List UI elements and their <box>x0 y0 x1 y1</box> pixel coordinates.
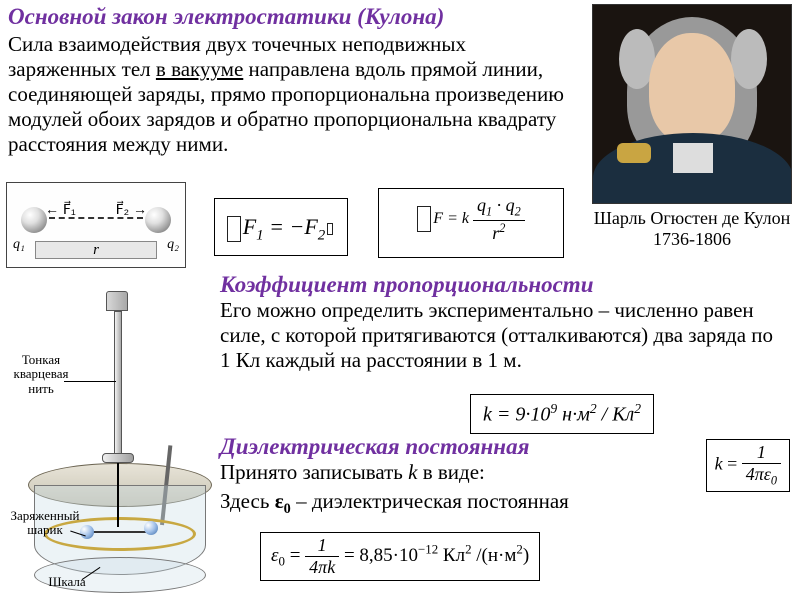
formula-k-epsilon: k = 1 4πε0 <box>706 439 790 492</box>
page-title: Основной закон электростатики (Кулона) <box>8 4 578 30</box>
formula-epsilon0: ε0 = 1 4πk = 8,85·10−12 Кл2 /(н·м2) <box>260 532 540 581</box>
law-text: Сила взаимодействия двух точечных неподв… <box>8 32 578 156</box>
label-charged-ball: Заряженный шарик <box>6 509 84 538</box>
formula-k-value: k = 9·109 н·м2 / Кл2 <box>470 394 654 434</box>
dielectric-line1: Принято записывать k в виде: <box>220 460 700 485</box>
force-label-f1: ← F⃗₁ <box>45 201 76 218</box>
dielectric-title: Диэлектрическая постоянная <box>220 434 700 460</box>
portrait-years: 1736-1806 <box>653 229 731 249</box>
coeff-text: Его можно определить экспериментально – … <box>220 298 780 372</box>
distance-label: r <box>35 241 157 259</box>
charge-ball-2 <box>145 207 171 233</box>
portrait-image <box>592 4 792 204</box>
portrait-caption: Шарль Огюстен де Кулон 1736-1806 <box>592 208 792 249</box>
charged-bead-2 <box>144 521 158 535</box>
force-diagram: ← F⃗₁ F⃗₂ → q₁ q₂ r <box>6 182 186 268</box>
label-quartz-thread: Тонкая кварцевая нить <box>6 353 76 396</box>
torsion-balance-diagram: Тонкая кварцевая нить Заряженный шарик Ш… <box>4 289 219 589</box>
force-label-f2: F⃗₂ → <box>116 201 147 218</box>
portrait-name: Шарль Огюстен де Кулон <box>594 208 791 228</box>
formula-f1-eq-minus-f2: F1 = −F2 <box>214 198 348 256</box>
dielectric-line2: Здесь ε0 – диэлектрическая постоянная <box>220 489 700 518</box>
charge-label-q2: q₂ <box>167 237 179 253</box>
charge-label-q1: q₁ <box>13 237 25 253</box>
charge-ball-1 <box>21 207 47 233</box>
coeff-title: Коэффициент пропорциональности <box>220 272 780 298</box>
formula-coulomb: F = k q1 · q2 r2 <box>378 188 564 258</box>
